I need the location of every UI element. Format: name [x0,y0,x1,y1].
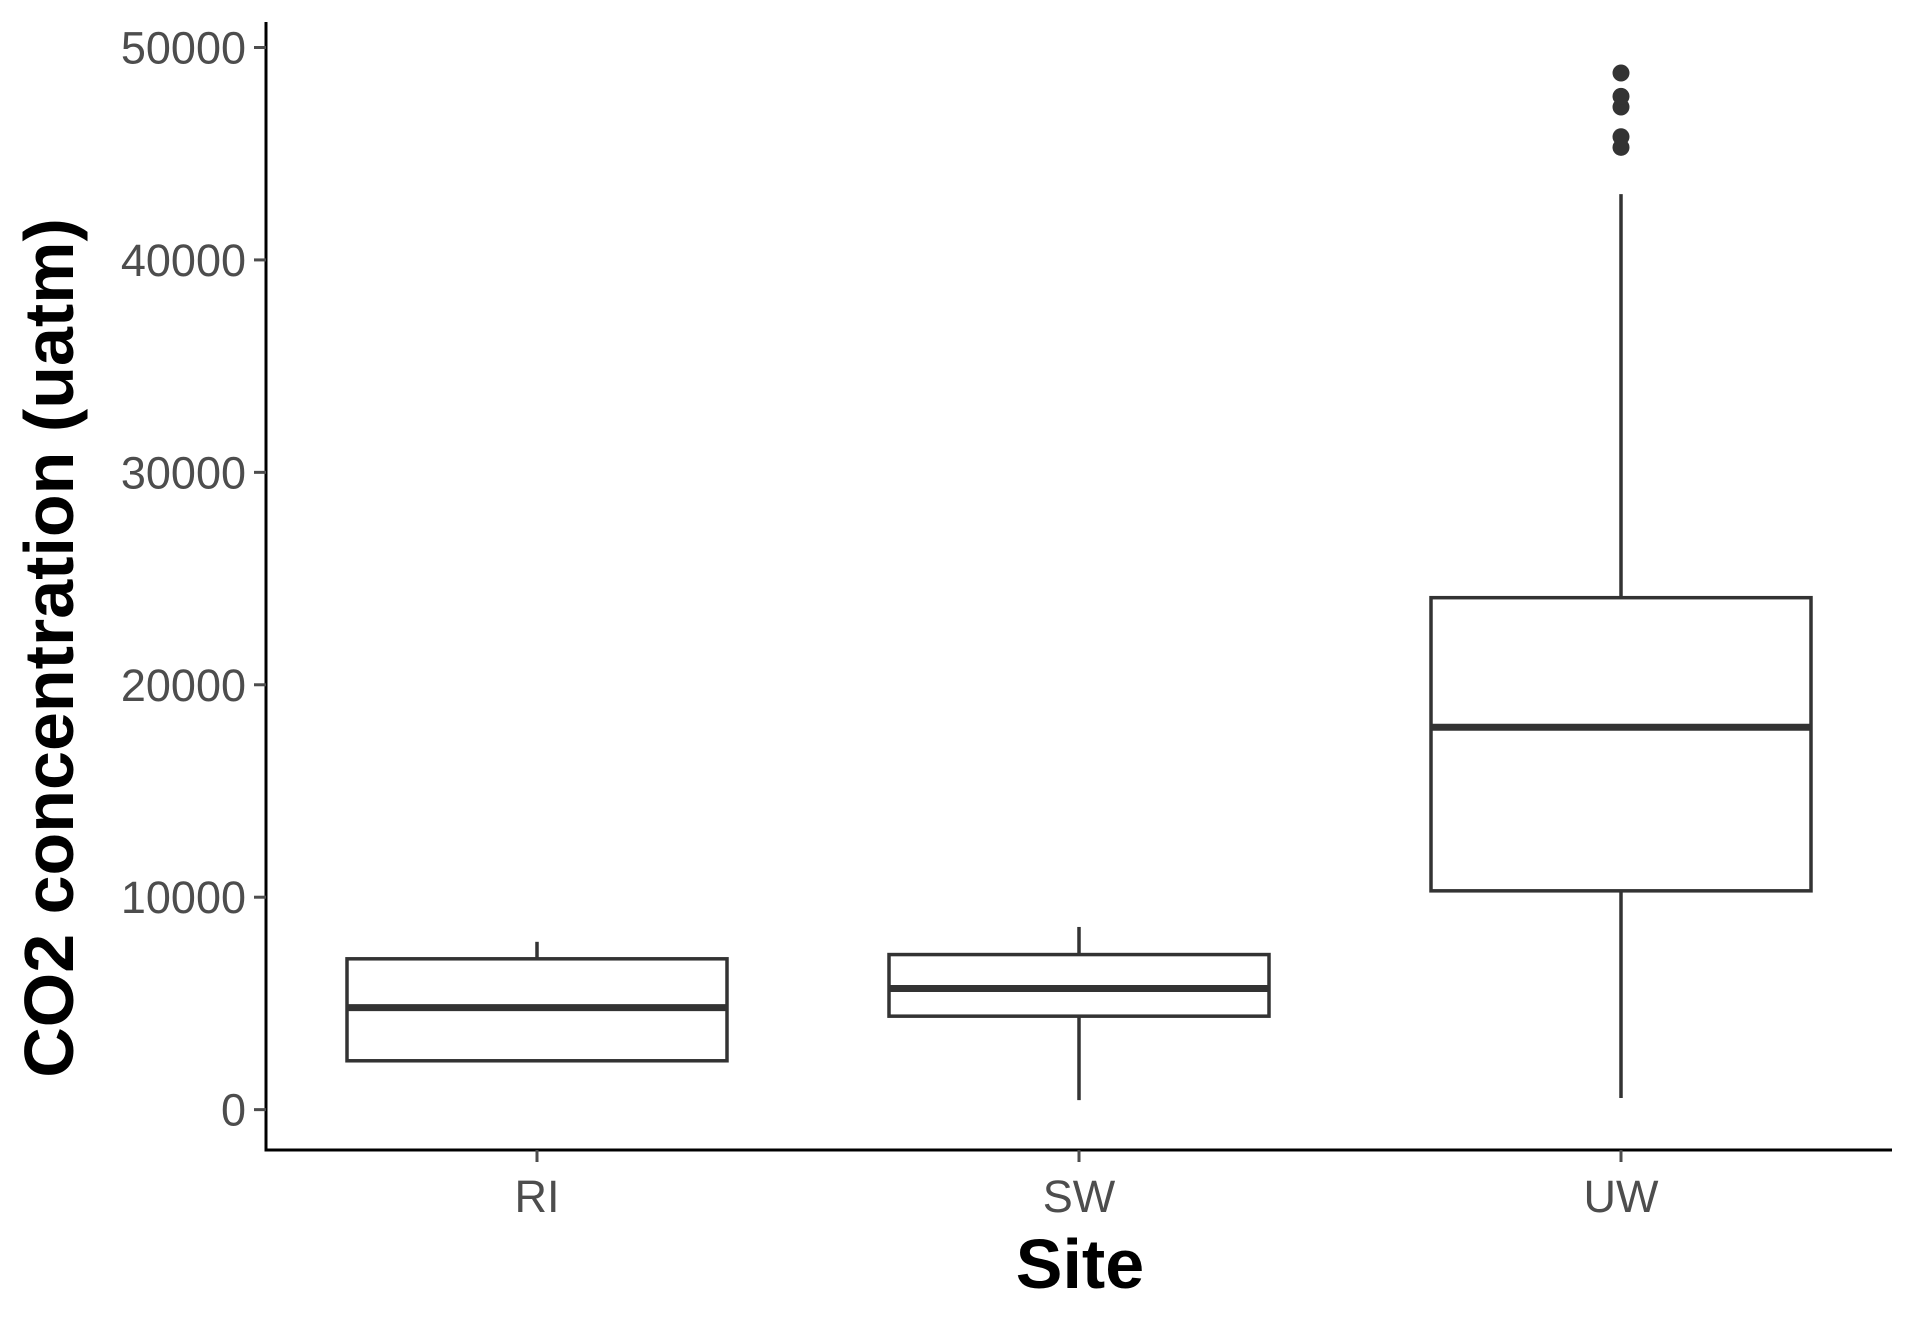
box-sw [887,926,1271,1101]
plot-marks [345,64,1813,1101]
iqr-box-uw [1429,595,1813,893]
x-tick-label-ri: RI [515,1171,560,1222]
outlier-point-uw-5 [1612,64,1630,82]
x-tick-label-uw: UW [1584,1171,1659,1222]
y-tick-label-20000: 20000 [121,660,246,711]
x-tick-label-sw: SW [1043,1171,1116,1222]
y-tick-label-10000: 10000 [121,872,246,923]
outlier-point-uw-2 [1612,128,1630,146]
y-tick-label-30000: 30000 [121,447,246,498]
y-tick-label-0: 0 [221,1085,246,1136]
box-ri [345,941,729,1063]
axes: 0 10000 20000 30000 40000 50000 RI SW UW [121,22,1892,1222]
y-axis-title: CO2 concentration (uatm) [10,218,88,1078]
box-uw [1429,64,1813,1098]
x-axis-title: Site [1016,1225,1144,1303]
outlier-point-uw-4 [1612,87,1630,105]
y-tick-label-50000: 50000 [121,22,246,73]
y-tick-label-40000: 40000 [121,235,246,286]
